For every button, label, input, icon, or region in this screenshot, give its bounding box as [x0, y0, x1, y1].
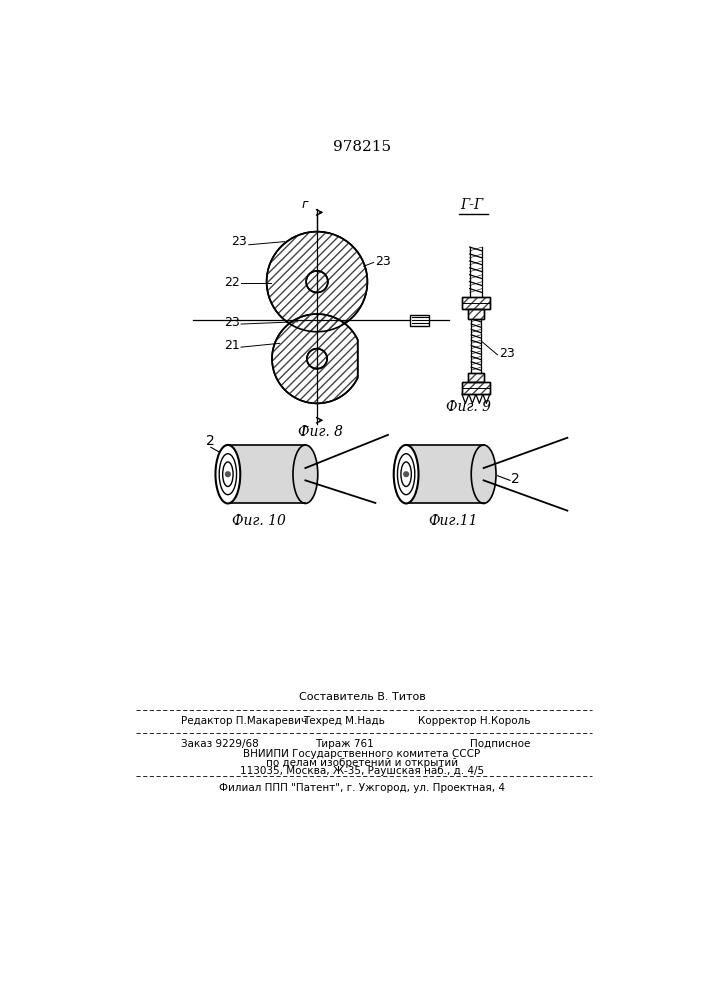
Ellipse shape	[216, 445, 240, 503]
Text: Подписное: Подписное	[469, 739, 530, 749]
Bar	[462, 382, 490, 394]
Circle shape	[403, 471, 409, 477]
Ellipse shape	[472, 445, 496, 503]
Text: г: г	[301, 423, 308, 436]
Circle shape	[306, 271, 328, 292]
Text: Редактор П.Макаревич: Редактор П.Макаревич	[182, 716, 308, 726]
Text: 2: 2	[206, 434, 215, 448]
Bar	[462, 297, 490, 309]
Polygon shape	[272, 314, 358, 403]
Bar	[462, 297, 490, 309]
Text: 23: 23	[231, 235, 247, 248]
Text: 978215: 978215	[333, 140, 391, 154]
Ellipse shape	[401, 462, 411, 486]
Text: 21: 21	[223, 339, 240, 352]
Circle shape	[225, 471, 231, 477]
Ellipse shape	[223, 462, 233, 486]
Text: Тираж 761: Тираж 761	[315, 739, 373, 749]
Text: г: г	[301, 198, 308, 211]
Text: Г-Г: Г-Г	[460, 198, 484, 212]
Ellipse shape	[293, 445, 317, 503]
Bar	[468, 373, 484, 382]
Text: 23: 23	[499, 347, 515, 360]
Text: Техред М.Надь: Техред М.Надь	[303, 716, 385, 726]
Text: 23: 23	[375, 255, 391, 268]
Text: Заказ 9229/68: Заказ 9229/68	[182, 739, 259, 749]
Text: ВНИИПИ Государственного комитета СССР: ВНИИПИ Государственного комитета СССР	[243, 749, 481, 759]
Bar	[410, 315, 429, 326]
Bar	[462, 297, 490, 309]
Ellipse shape	[397, 454, 415, 495]
Bar	[468, 309, 484, 319]
Text: по делам изобретений и открытий: по делам изобретений и открытий	[266, 758, 458, 768]
Text: 23: 23	[223, 316, 240, 329]
Text: Фиг.11: Фиг.11	[428, 514, 477, 528]
Text: Фиг. 8: Фиг. 8	[298, 425, 344, 439]
Text: Корректор Н.Король: Корректор Н.Король	[418, 716, 530, 726]
Bar	[468, 373, 484, 382]
Circle shape	[307, 349, 327, 369]
Bar	[228, 445, 305, 503]
Bar	[406, 445, 484, 503]
Bar	[468, 309, 484, 319]
Text: Филиал ППП "Патент", г. Ужгород, ул. Проектная, 4: Филиал ППП "Патент", г. Ужгород, ул. Про…	[219, 783, 505, 793]
Text: Фиг. 10: Фиг. 10	[232, 514, 286, 528]
Bar	[462, 382, 490, 394]
Text: 113035, Москва, Ж-35, Раушская наб., д. 4/5: 113035, Москва, Ж-35, Раушская наб., д. …	[240, 766, 484, 776]
Ellipse shape	[219, 454, 237, 495]
Circle shape	[267, 232, 368, 332]
Text: 22: 22	[223, 276, 240, 289]
Bar	[468, 373, 484, 382]
Bar	[468, 309, 484, 319]
Text: Составитель В. Титов: Составитель В. Титов	[298, 692, 426, 702]
Ellipse shape	[394, 445, 419, 503]
Text: 2: 2	[510, 472, 520, 486]
Text: Фиг. 9: Фиг. 9	[445, 400, 491, 414]
Bar	[462, 382, 490, 394]
